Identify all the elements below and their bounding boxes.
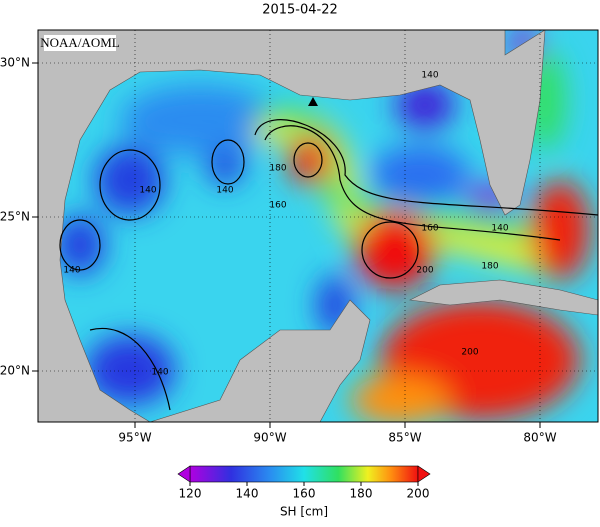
contour-label: 160 xyxy=(269,201,286,211)
contour-label: 140 xyxy=(63,266,80,276)
x-tick-label: 95°W xyxy=(118,431,151,445)
colorbar-over xyxy=(417,465,431,483)
colorbar-under xyxy=(177,465,191,483)
contour-label: 140 xyxy=(491,224,508,234)
contour-label: 200 xyxy=(461,348,478,358)
contour-label: 140 xyxy=(216,186,233,196)
colorbar: SH [cm] 120 140 160 180 200 xyxy=(177,465,431,519)
colorbar-tick-label: 160 xyxy=(293,487,316,501)
contours xyxy=(59,119,598,411)
contour-label: 180 xyxy=(269,164,286,174)
contour-label: 140 xyxy=(151,368,168,378)
contour-label: 200 xyxy=(416,266,433,276)
title: 2015-04-22 xyxy=(262,3,338,18)
colorbar-tick-label: 120 xyxy=(179,487,202,501)
station-marker xyxy=(308,97,318,106)
x-tick-label: 85°W xyxy=(388,431,421,445)
contour-label: 180 xyxy=(481,262,498,272)
colorbar-tick-label: 140 xyxy=(236,487,259,501)
x-tick-label: 90°W xyxy=(253,431,286,445)
y-tick-label: 30°N xyxy=(0,56,30,70)
x-tick-label: 80°W xyxy=(523,431,556,445)
y-tick-label: 25°N xyxy=(0,210,30,224)
contour-label: 160 xyxy=(421,224,438,234)
land xyxy=(38,30,598,422)
colorbar-label: SH [cm] xyxy=(280,505,328,519)
watermark: NOAA/AOML xyxy=(40,35,120,50)
colorbar-tick-label: 180 xyxy=(350,487,373,501)
map-frame xyxy=(37,29,599,423)
colorbar-ramp xyxy=(189,465,419,483)
contour-label: 140 xyxy=(139,186,156,196)
sea-height-field xyxy=(55,30,590,422)
y-tick-label: 20°N xyxy=(0,364,30,378)
colorbar-tick-label: 200 xyxy=(407,487,430,501)
map: 140 140 140 140 180 160 160 140 180 200 200 140 xyxy=(38,30,598,422)
contour-label: 140 xyxy=(421,71,438,81)
watermark-box xyxy=(44,35,116,51)
